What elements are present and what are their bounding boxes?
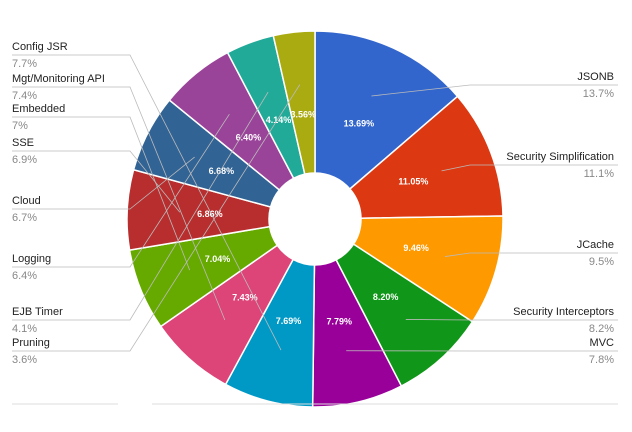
side-label-name: EJB Timer — [12, 306, 63, 318]
slice-pruning[interactable] — [272, 30, 316, 176]
leader-line — [405, 319, 618, 321]
leader-line — [12, 86, 226, 321]
leader-line — [12, 156, 195, 210]
slice-pct-label: 6.86% — [197, 209, 223, 219]
leader-line — [12, 84, 301, 352]
slice-pct-label: 7.04% — [205, 254, 231, 264]
slice-mvc[interactable] — [311, 258, 403, 408]
side-label-name: Config JSR — [12, 41, 68, 53]
leader-line — [371, 84, 618, 97]
leader-line — [12, 150, 181, 213]
slice-pct-label: 7.79% — [326, 316, 352, 326]
side-label-name: Logging — [12, 253, 51, 265]
slice-pct-label: 6.68% — [209, 166, 235, 176]
leader-line — [444, 252, 618, 257]
side-label-value: 7.4% — [12, 90, 37, 102]
leader-lines-group — [12, 54, 618, 352]
leader-line — [441, 164, 618, 172]
slice-pct-label: 9.46% — [403, 243, 429, 253]
side-label-value: 7.8% — [589, 354, 614, 366]
slice-security-simplification[interactable] — [348, 95, 504, 220]
side-label-name: Mgt/Monitoring API — [12, 73, 105, 85]
side-label-name: Embedded — [12, 103, 65, 115]
side-label-name: JCache — [577, 239, 614, 251]
side-label-value: 11.1% — [584, 168, 615, 180]
leader-line — [12, 113, 230, 268]
side-label-value: 3.6% — [12, 354, 37, 366]
side-label-name: Cloud — [12, 195, 41, 207]
slice-jsonb[interactable] — [314, 30, 459, 191]
side-label-name: Pruning — [12, 337, 50, 349]
leader-line — [12, 54, 282, 351]
side-label-value: 13.7% — [583, 88, 614, 100]
side-label-name: JSONB — [577, 71, 614, 83]
slice-pct-label: 11.05% — [398, 177, 428, 187]
leader-line — [12, 91, 269, 321]
side-label-value: 6.9% — [12, 154, 37, 166]
side-label-value: 7.7% — [12, 58, 37, 70]
slice-pct-label: 6.40% — [236, 132, 262, 142]
side-label-value: 9.5% — [589, 256, 614, 268]
slice-pct-label: 7.69% — [276, 316, 302, 326]
slice-pct-label: 7.43% — [232, 293, 258, 303]
slice-pct-label: 8.20% — [373, 292, 399, 302]
leader-line — [12, 116, 191, 271]
slice-pct-label: 4.14% — [266, 115, 292, 125]
slices-group: 13.69% 11.05% 9.46% 8.20% 7.79% 7.69% 7.43% 7.0… — [126, 30, 504, 408]
side-label-value: 7% — [12, 120, 28, 132]
side-label-name: SSE — [12, 137, 34, 149]
side-label-name: MVC — [590, 337, 615, 349]
side-label-value: 8.2% — [589, 323, 614, 335]
side-label-value: 6.7% — [12, 212, 37, 224]
side-label-name: Security Simplification — [506, 151, 614, 163]
slice-jcache[interactable] — [352, 215, 504, 323]
side-labels-group: JSONB 13.7% Security Simplification 11.1% JC… — [12, 41, 614, 366]
slice-pct-label: 13.69% — [344, 118, 375, 128]
side-label-value: 6.4% — [12, 270, 37, 282]
slice-pct-label: 3.56% — [290, 109, 316, 119]
side-label-value: 4.1% — [12, 323, 37, 335]
side-label-name: Security Interceptors — [513, 306, 614, 318]
